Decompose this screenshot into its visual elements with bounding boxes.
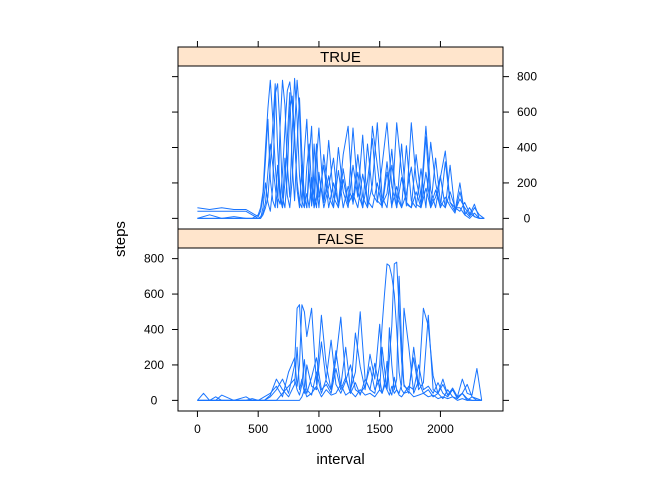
y-axis-title: steps [112, 221, 129, 257]
series-line-true-5 [197, 79, 485, 219]
x-tick-label-2: 1000 [306, 422, 333, 436]
y-tick-label-false-4: 800 [144, 252, 164, 266]
series-line-false-5 [197, 307, 482, 401]
y-tick-label-true-1: 200 [517, 176, 537, 190]
x-axis-bottom: 0 500 1000 1500 2000 [194, 411, 454, 436]
y-tick-label-true-3: 600 [517, 105, 537, 119]
x-tick-label-3: 1500 [366, 422, 393, 436]
y-axis-left-false: 0 200 400 600 800 [144, 252, 178, 407]
strip-label-false: FALSE [317, 231, 364, 248]
strip-label-true: TRUE [320, 49, 361, 66]
series-line-false-1 [197, 263, 482, 401]
x-ticks-top [196, 41, 441, 47]
y-axis-right-true: 0 200 400 600 800 [503, 70, 537, 225]
series-line-false-2 [197, 261, 483, 401]
y-tick-label-true-4: 800 [517, 70, 537, 84]
series-group-false [197, 261, 483, 401]
series-line-true-2 [197, 83, 485, 219]
y-tick-label-true-2: 400 [517, 141, 537, 155]
y-tick-label-false-0: 0 [151, 393, 158, 407]
x-tick-label-1: 500 [248, 422, 268, 436]
series-group-true [197, 77, 485, 219]
y-ticks-right-false [503, 258, 509, 401]
y-ticks-left-true [172, 76, 178, 219]
y-tick-label-false-2: 400 [144, 323, 164, 337]
x-tick-label-4: 2000 [427, 422, 454, 436]
y-tick-label-false-3: 600 [144, 287, 164, 301]
series-line-false-4 [197, 275, 482, 401]
x-axis-title: interval [316, 451, 364, 468]
y-tick-label-false-1: 200 [144, 358, 164, 372]
panel-true: TRUE 0 200 400 600 800 [172, 41, 537, 230]
series-line-true-3 [197, 77, 485, 219]
x-tick-label-0: 0 [194, 422, 201, 436]
series-line-true-4 [197, 92, 485, 219]
panel-false: FALSE 0 500 1000 1500 2000 0 200 400 600 800 [144, 228, 509, 436]
y-tick-label-true-0: 0 [524, 211, 531, 225]
